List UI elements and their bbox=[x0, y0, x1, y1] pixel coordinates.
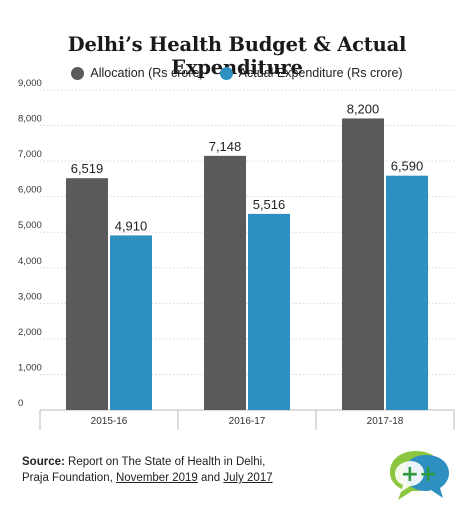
source-link-july-2017[interactable]: July 2017 bbox=[223, 472, 273, 484]
legend-item-allocation: Allocation (Rs crore) bbox=[71, 66, 204, 80]
x-tick-label: 2016-17 bbox=[229, 416, 266, 427]
y-tick-label: 3,000 bbox=[18, 291, 42, 302]
x-tick-label: 2015-16 bbox=[91, 416, 128, 427]
y-tick-label: 6,000 bbox=[18, 185, 42, 196]
y-tick-label: 9,000 bbox=[18, 78, 42, 89]
y-tick-label: 7,000 bbox=[18, 149, 42, 160]
bar-value-label: 6,519 bbox=[71, 161, 104, 176]
x-tick-label: 2017-18 bbox=[367, 416, 404, 427]
y-tick-label: 5,000 bbox=[18, 220, 42, 231]
bar-value-label: 7,148 bbox=[209, 139, 242, 154]
bar-value-label: 8,200 bbox=[347, 101, 380, 116]
bar bbox=[204, 155, 246, 410]
source-text-2: Praja Foundation, bbox=[22, 472, 116, 484]
legend-label-expenditure: Actual Expenditure (Rs crore) bbox=[238, 66, 403, 80]
bar-value-label: 4,910 bbox=[115, 218, 148, 233]
y-tick-label: 8,000 bbox=[18, 114, 42, 125]
source-label: Source: bbox=[22, 456, 65, 468]
y-tick-label: 4,000 bbox=[18, 256, 42, 267]
legend-swatch-allocation bbox=[71, 66, 85, 80]
bar bbox=[248, 213, 290, 410]
bar bbox=[110, 235, 152, 410]
health-logo-icon: ++ bbox=[390, 451, 449, 500]
legend-swatch-expenditure bbox=[219, 66, 233, 80]
legend-item-expenditure: Actual Expenditure (Rs crore) bbox=[219, 66, 403, 80]
source-link-november-2019[interactable]: November 2019 bbox=[115, 472, 198, 484]
bar bbox=[66, 178, 108, 410]
y-tick-label: 0 bbox=[18, 398, 23, 409]
source-and: and bbox=[197, 472, 224, 484]
legend: Allocation (Rs crore) Actual Expenditure… bbox=[0, 66, 474, 80]
y-tick-label: 2,000 bbox=[18, 327, 42, 338]
y-tick-label: 1,000 bbox=[18, 362, 42, 373]
source-note: Source: Report on The State of Health in… bbox=[22, 454, 352, 486]
legend-label-allocation: Allocation (Rs crore) bbox=[90, 66, 204, 80]
bar bbox=[342, 118, 384, 410]
svg-text:++: ++ bbox=[401, 462, 438, 487]
source-text-1: Report on The State of Health in Delhi, bbox=[64, 456, 266, 468]
bar-value-label: 5,516 bbox=[253, 197, 286, 212]
bar-chart: 0 1,000 2,000 3,000 4,000 5,000 6,000 7,000 8,00… bbox=[18, 78, 455, 430]
bar-value-label: 6,590 bbox=[391, 159, 424, 174]
bar bbox=[386, 175, 428, 410]
chart-title: Delhi’s Health Budget & Actual Expenditu… bbox=[67, 33, 407, 79]
